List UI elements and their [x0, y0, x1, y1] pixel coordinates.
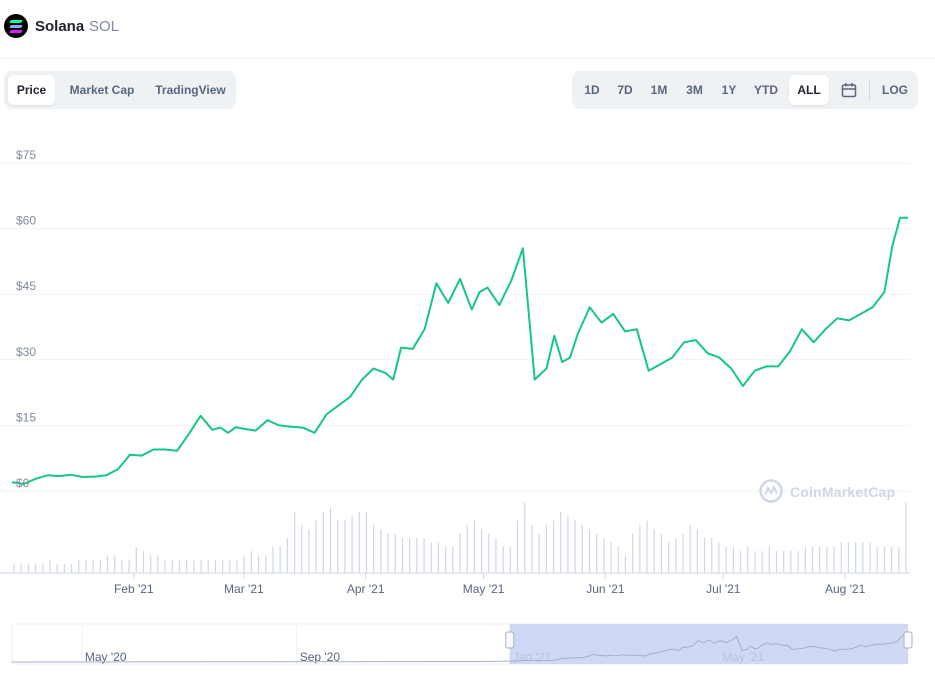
x-tick-label: Jun '21: [586, 582, 625, 596]
y-tick-label: $60: [16, 214, 36, 228]
watermark-text: CoinMarketCap: [790, 484, 896, 500]
navigator-line: [11, 633, 908, 663]
x-tick-label: Apr '21: [347, 582, 385, 596]
log-scale-button[interactable]: LOG: [882, 83, 908, 97]
coin-symbol: SOL: [89, 18, 120, 35]
x-tick-label: May '21: [463, 582, 505, 596]
range-1d-button[interactable]: 1D: [584, 83, 600, 97]
tab-price[interactable]: Price: [8, 75, 55, 105]
y-tick-label: $30: [16, 345, 36, 359]
tab-tradingview[interactable]: TradingView: [155, 83, 226, 97]
range-1y-button[interactable]: 1Y: [721, 83, 737, 97]
coinmarketcap-logo-icon: [759, 479, 783, 503]
range-1m-button[interactable]: 1M: [650, 83, 668, 97]
calendar-icon: [841, 83, 857, 98]
range-ytd-button[interactable]: YTD: [754, 83, 778, 97]
tab-market-cap[interactable]: Market Cap: [69, 83, 135, 97]
range-all-button[interactable]: ALL: [789, 75, 829, 105]
navigator-left-handle[interactable]: [505, 631, 515, 649]
coin-header: Solana SOL: [0, 0, 935, 59]
coin-name: Solana: [35, 18, 85, 35]
x-tick-label: Mar '21: [224, 582, 264, 596]
navigator-tick-label: Sep '20: [300, 650, 341, 664]
chart-type-tabs: Price Market Cap TradingView: [4, 71, 236, 109]
y-tick-label: $45: [16, 279, 36, 293]
price-chart: $0 $15 $30 $45 $60 $75 Feb '21 Mar '21 Apr '21 M…: [0, 148, 910, 596]
y-tick-label: $15: [16, 410, 36, 424]
x-tick-label: Aug '21: [825, 582, 866, 596]
price-line: [11, 216, 908, 485]
y-tick-label: $75: [16, 148, 36, 162]
x-tick-label: Jul '21: [706, 582, 741, 596]
y-tick-label: $0: [16, 476, 30, 490]
navigator-tick-label: May '20: [85, 650, 127, 664]
navigator-right-handle[interactable]: [903, 631, 913, 649]
range-7d-button[interactable]: 7D: [617, 83, 633, 97]
x-tick-label: Feb '21: [114, 582, 154, 596]
solana-logo-icon: [4, 14, 28, 38]
calendar-button[interactable]: [834, 75, 864, 105]
divider: [869, 80, 870, 100]
range-3m-button[interactable]: 3M: [686, 83, 703, 97]
range-selector: 1D 7D 1M 3M 1Y YTD ALL LOG: [572, 71, 918, 109]
